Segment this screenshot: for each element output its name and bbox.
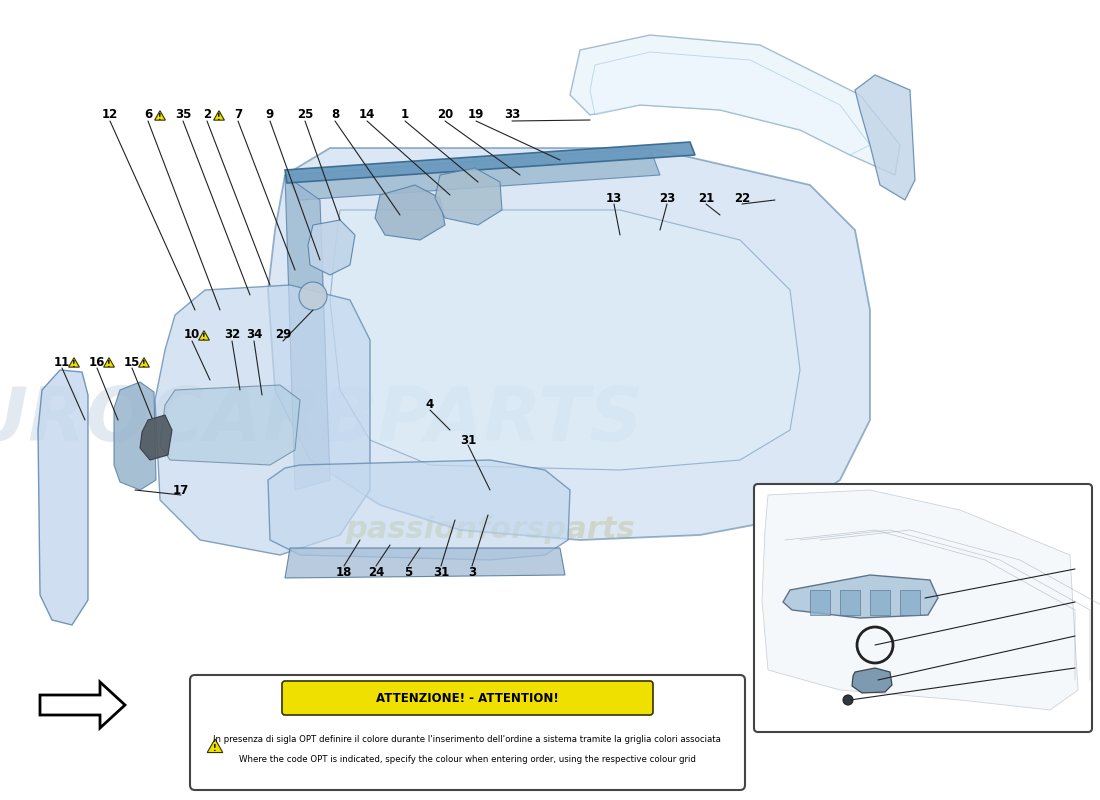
Text: 35: 35 [175, 109, 191, 122]
Text: 12: 12 [102, 109, 118, 122]
Text: !: ! [217, 113, 221, 122]
Text: 15: 15 [124, 355, 140, 369]
Polygon shape [285, 148, 660, 200]
Polygon shape [268, 460, 570, 560]
Text: 31: 31 [460, 434, 476, 446]
Polygon shape [114, 382, 156, 490]
Text: 34: 34 [245, 329, 262, 342]
Text: 21: 21 [697, 191, 714, 205]
Polygon shape [207, 739, 223, 753]
Text: 23: 23 [659, 191, 675, 205]
Text: 24: 24 [367, 566, 384, 578]
Text: 18: 18 [336, 566, 352, 578]
Text: !: ! [158, 113, 162, 122]
Text: passionforsparts: passionforsparts [345, 515, 635, 545]
Text: 28: 28 [1074, 595, 1090, 609]
Polygon shape [155, 110, 165, 120]
Text: 22: 22 [734, 191, 750, 205]
Text: 31: 31 [433, 566, 449, 578]
Polygon shape [570, 35, 900, 175]
Text: 6: 6 [144, 109, 152, 122]
Polygon shape [68, 358, 79, 367]
FancyBboxPatch shape [282, 681, 653, 715]
Polygon shape [285, 175, 330, 490]
Polygon shape [840, 590, 860, 615]
Text: 7: 7 [234, 109, 242, 122]
Text: 29: 29 [275, 329, 292, 342]
Text: In presenza di sigla OPT definire il colore durante l'inserimento dell'ordine a : In presenza di sigla OPT definire il col… [213, 735, 720, 745]
Text: !: ! [107, 360, 111, 369]
Polygon shape [155, 285, 370, 555]
Circle shape [843, 695, 852, 705]
Text: 27: 27 [1074, 630, 1090, 642]
Text: 33: 33 [504, 109, 520, 122]
Polygon shape [434, 168, 502, 225]
Polygon shape [285, 548, 565, 578]
Text: 19: 19 [468, 109, 484, 122]
Polygon shape [160, 385, 300, 465]
Circle shape [299, 282, 327, 310]
Text: 10: 10 [184, 329, 200, 342]
Text: !: ! [142, 360, 146, 369]
FancyBboxPatch shape [190, 675, 745, 790]
Polygon shape [139, 358, 150, 367]
Text: 14: 14 [359, 109, 375, 122]
Text: 25: 25 [297, 109, 313, 122]
Polygon shape [900, 590, 920, 615]
Text: 2: 2 [202, 109, 211, 122]
Polygon shape [855, 75, 915, 200]
Text: 9: 9 [266, 109, 274, 122]
Text: 4: 4 [426, 398, 434, 411]
Polygon shape [870, 590, 890, 615]
Text: !: ! [73, 360, 76, 369]
Text: 1: 1 [400, 109, 409, 122]
Polygon shape [308, 220, 355, 275]
Text: 16: 16 [89, 355, 106, 369]
Polygon shape [268, 148, 870, 540]
Text: !: ! [202, 333, 206, 342]
Polygon shape [140, 415, 172, 460]
Text: 5: 5 [404, 566, 412, 578]
Polygon shape [590, 52, 870, 155]
Text: 13: 13 [606, 191, 623, 205]
Polygon shape [213, 110, 224, 120]
Text: EUROCARBPARTS: EUROCARBPARTS [0, 383, 644, 457]
Polygon shape [39, 370, 88, 625]
Text: 11: 11 [54, 355, 70, 369]
Polygon shape [852, 668, 892, 693]
Text: 26: 26 [1074, 662, 1090, 674]
Polygon shape [103, 358, 114, 367]
Text: 20: 20 [437, 109, 453, 122]
Polygon shape [762, 490, 1078, 710]
Text: 32: 32 [224, 329, 240, 342]
Text: 30: 30 [1074, 562, 1090, 575]
Polygon shape [285, 142, 695, 183]
Polygon shape [375, 185, 446, 240]
Text: 8: 8 [331, 109, 339, 122]
Text: !: ! [213, 744, 217, 753]
Polygon shape [330, 210, 800, 470]
Polygon shape [810, 590, 830, 615]
Polygon shape [40, 682, 125, 728]
Text: 17: 17 [173, 483, 189, 497]
Polygon shape [199, 330, 209, 340]
FancyBboxPatch shape [754, 484, 1092, 732]
Text: Where the code OPT is indicated, specify the colour when entering order, using t: Where the code OPT is indicated, specify… [239, 755, 695, 765]
Text: 3: 3 [468, 566, 476, 578]
Text: ATTENZIONE! - ATTENTION!: ATTENZIONE! - ATTENTION! [375, 693, 559, 706]
Polygon shape [783, 575, 938, 618]
